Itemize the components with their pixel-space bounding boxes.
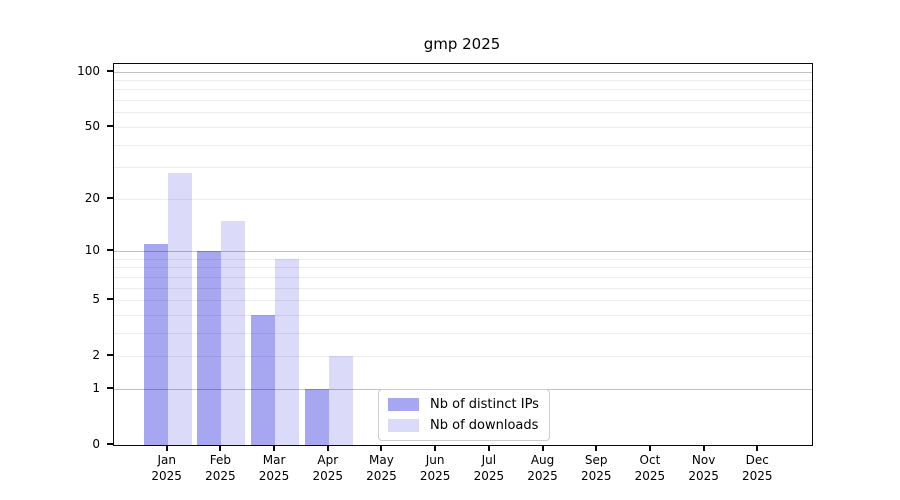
x-tick-mark (273, 445, 276, 451)
gridline-minor (114, 89, 812, 91)
y-tick-label: 2 (92, 348, 100, 363)
y-tick-mark (107, 298, 113, 301)
gridline-minor (114, 144, 812, 146)
gridline-minor (114, 80, 812, 82)
x-tick-mark (434, 445, 437, 451)
y-tick-label: 100 (77, 63, 100, 78)
x-tick-label: Feb 2025 (205, 453, 236, 483)
y-tick-mark (107, 69, 113, 72)
x-tick-label: Jan 2025 (151, 453, 182, 483)
bar-feb-distinct-ips (197, 251, 222, 445)
bar-jan-distinct-ips (143, 243, 168, 445)
x-tick-mark (487, 445, 490, 451)
gridline-major-100 (114, 71, 812, 73)
legend-row: Nb of downloads (388, 418, 539, 433)
x-tick-mark (595, 445, 598, 451)
gridline-minor (114, 198, 812, 200)
bar-apr-distinct-ips (304, 388, 329, 445)
bar-jan-downloads (167, 172, 192, 445)
x-tick-label: Mar 2025 (258, 453, 290, 483)
y-tick-mark (107, 196, 113, 199)
legend-label: Nb of distinct IPs (430, 397, 539, 412)
x-tick-label: Dec 2025 (742, 453, 773, 483)
legend-row: Nb of distinct IPs (388, 397, 539, 412)
x-tick-mark (702, 445, 705, 451)
x-tick-mark (165, 445, 168, 451)
legend: Nb of distinct IPs Nb of downloads (378, 389, 550, 441)
y-tick-label: 10 (84, 243, 100, 257)
y-tick-label: 5 (92, 292, 100, 307)
y-tick-mark (107, 386, 113, 389)
x-tick-label: May 2025 (366, 453, 397, 483)
y-tick-mark (107, 249, 113, 251)
gridline-minor (114, 167, 812, 169)
y-tick-mark (107, 354, 113, 357)
x-tick-label: Jul 2025 (473, 453, 505, 483)
bar-apr-downloads (328, 356, 353, 445)
y-tick-label: 20 (84, 190, 100, 205)
y-tick-mark (107, 443, 113, 445)
x-tick-mark (219, 445, 222, 451)
x-tick-label: Jun 2025 (419, 453, 451, 483)
x-tick-label: Nov 2025 (688, 453, 719, 483)
legend-swatch-distinct-ips (388, 398, 419, 411)
gridline-minor (114, 126, 812, 128)
x-tick-label: Oct 2025 (634, 453, 666, 483)
x-tick-mark (648, 445, 651, 451)
bar-mar-downloads (275, 258, 300, 445)
plot-area (113, 63, 813, 446)
x-tick-label: Aug 2025 (527, 453, 558, 483)
x-tick-mark (326, 445, 329, 451)
y-tick-mark (107, 124, 113, 127)
y-tick-label: 50 (84, 118, 100, 133)
x-tick-label: Apr 2025 (312, 453, 344, 483)
x-tick-mark (541, 445, 544, 451)
gridline-minor (114, 112, 812, 114)
y-tick-label: 1 (92, 380, 100, 395)
gridline-minor (114, 100, 812, 102)
chart-title: gmp 2025 (423, 35, 501, 53)
legend-swatch-downloads (388, 419, 419, 432)
x-tick-mark (756, 445, 759, 451)
legend-label: Nb of downloads (430, 418, 539, 433)
y-tick-label: 0 (92, 437, 100, 451)
x-tick-mark (380, 445, 383, 451)
bar-mar-distinct-ips (251, 314, 276, 445)
bar-feb-downloads (221, 220, 246, 445)
x-tick-label: Sep 2025 (580, 453, 612, 483)
